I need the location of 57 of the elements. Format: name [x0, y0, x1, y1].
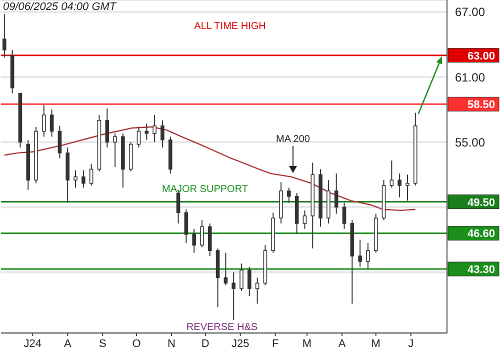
candlestick — [105, 108, 110, 148]
candlestick — [240, 263, 244, 292]
annotation: ALL TIME HIGH — [194, 21, 266, 32]
ref-line-label: 63.00 — [467, 50, 495, 62]
x-tick-label: D — [201, 338, 210, 350]
line-series — [4, 126, 416, 212]
candlestick — [342, 202, 346, 230]
candlestick — [334, 173, 338, 214]
x-tick-label: J — [408, 338, 414, 350]
candlestick — [113, 132, 117, 168]
candlestick — [255, 277, 260, 304]
candlestick — [144, 123, 149, 140]
candlestick — [224, 252, 228, 286]
candlestick — [152, 114, 156, 143]
candlestick — [398, 173, 402, 198]
x-tick-label: S — [98, 338, 106, 350]
x-tick-label: J24 — [24, 338, 42, 350]
candlestick — [232, 272, 236, 320]
annotation: REVERSE H&S — [186, 322, 258, 333]
candlestick — [406, 174, 410, 202]
ref-line-label: 58.50 — [467, 99, 495, 112]
candlestick — [366, 242, 370, 270]
ref-line-label: 43.30 — [467, 264, 495, 276]
candlestick — [302, 210, 307, 230]
candlestick — [136, 126, 141, 148]
y-tick-label: 67.00 — [455, 5, 486, 20]
ref-line-label: 46.60 — [467, 228, 495, 240]
annotation: MAJOR SUPPORT — [162, 184, 248, 195]
y-tick-label: 55.00 — [455, 135, 486, 150]
x-tick-label: N — [168, 338, 176, 350]
ref-line-label: 49.50 — [467, 196, 495, 209]
annotation: MA 200 — [276, 134, 310, 145]
chart-title: 09/06/2025 04:00 GMT — [3, 1, 118, 13]
candlestick — [248, 266, 252, 297]
candlestick — [74, 170, 78, 188]
candlestick — [58, 125, 62, 159]
candlestick — [42, 104, 46, 138]
candlestick — [390, 160, 394, 188]
candlestick — [358, 239, 362, 268]
candlestick — [208, 222, 212, 256]
y-tick-label: 61.00 — [455, 70, 486, 84]
candlestick — [89, 163, 94, 186]
x-tick-label: J25 — [231, 338, 250, 350]
candlestick — [2, 14, 6, 58]
candlestick — [192, 228, 196, 254]
x-tick-label: A — [338, 338, 346, 350]
x-tick-label: F — [272, 338, 280, 350]
candlestick — [160, 120, 164, 148]
x-tick-label: O — [132, 338, 142, 350]
candlestick — [287, 187, 291, 204]
candlestick — [82, 170, 86, 188]
candlestick — [184, 208, 188, 244]
x-tick-label: M — [302, 338, 312, 350]
x-tick-label: M — [371, 338, 380, 350]
candlestick — [200, 220, 204, 248]
candlestick — [50, 109, 54, 138]
x-tick-label: A — [64, 338, 72, 350]
